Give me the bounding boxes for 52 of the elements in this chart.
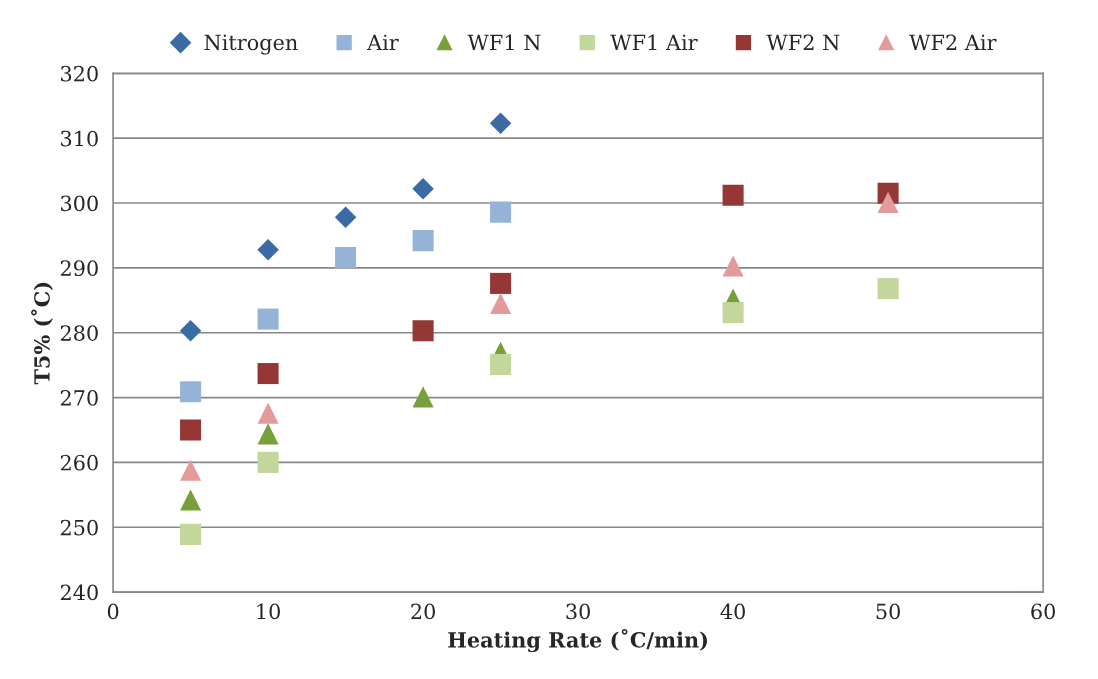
y-tick-label: 260 bbox=[60, 454, 98, 471]
legend-label: Nitrogen bbox=[204, 34, 298, 55]
point bbox=[490, 293, 512, 315]
point bbox=[412, 386, 434, 408]
point bbox=[257, 451, 279, 473]
point bbox=[877, 278, 899, 300]
point bbox=[180, 459, 202, 481]
y-tick-label: 270 bbox=[60, 390, 98, 406]
x-tick-label: 40 bbox=[720, 603, 745, 620]
point bbox=[180, 523, 202, 545]
y-tick-label: 290 bbox=[60, 260, 98, 277]
legend-label: WF2 Air bbox=[909, 34, 997, 50]
point bbox=[490, 353, 512, 376]
point bbox=[722, 255, 744, 277]
point bbox=[877, 191, 899, 213]
y-tick-label: 300 bbox=[61, 195, 98, 212]
y-tick-label: 280 bbox=[60, 325, 98, 341]
point bbox=[257, 402, 279, 424]
legend-label: WF2 N bbox=[766, 34, 840, 51]
y-tick-label: 320 bbox=[61, 65, 98, 82]
point bbox=[412, 320, 434, 342]
point bbox=[257, 363, 279, 385]
x-tick-label: 10 bbox=[257, 603, 280, 620]
y-tick-label: 240 bbox=[60, 584, 98, 601]
point bbox=[334, 206, 357, 229]
y-tick-label: 250 bbox=[60, 519, 98, 536]
x-tick-label: 0 bbox=[107, 603, 119, 620]
point bbox=[257, 238, 279, 261]
legend-label: WF1 Air bbox=[610, 34, 698, 50]
point bbox=[257, 423, 279, 445]
point bbox=[412, 178, 434, 200]
point bbox=[335, 246, 357, 269]
legend-label: Air bbox=[366, 34, 399, 50]
x-tick-label: 60 bbox=[1031, 603, 1055, 620]
point bbox=[490, 272, 512, 294]
point bbox=[257, 308, 279, 330]
point bbox=[722, 184, 744, 206]
point bbox=[179, 320, 202, 342]
point bbox=[722, 302, 744, 324]
x-tick-label: 50 bbox=[876, 603, 900, 620]
point bbox=[180, 381, 202, 403]
x-axis-title: Heating Rate (˚C/min) bbox=[448, 628, 707, 653]
point bbox=[180, 419, 202, 441]
point bbox=[412, 230, 434, 252]
x-tick-label: 30 bbox=[566, 603, 590, 620]
point bbox=[490, 201, 512, 223]
y-tick-label: 310 bbox=[61, 130, 98, 147]
y-axis-title: T5% (˚C) bbox=[31, 282, 53, 385]
point bbox=[180, 489, 202, 511]
point bbox=[489, 112, 512, 135]
x-tick-label: 20 bbox=[411, 603, 435, 620]
legend-label: WF1 N bbox=[467, 34, 541, 51]
